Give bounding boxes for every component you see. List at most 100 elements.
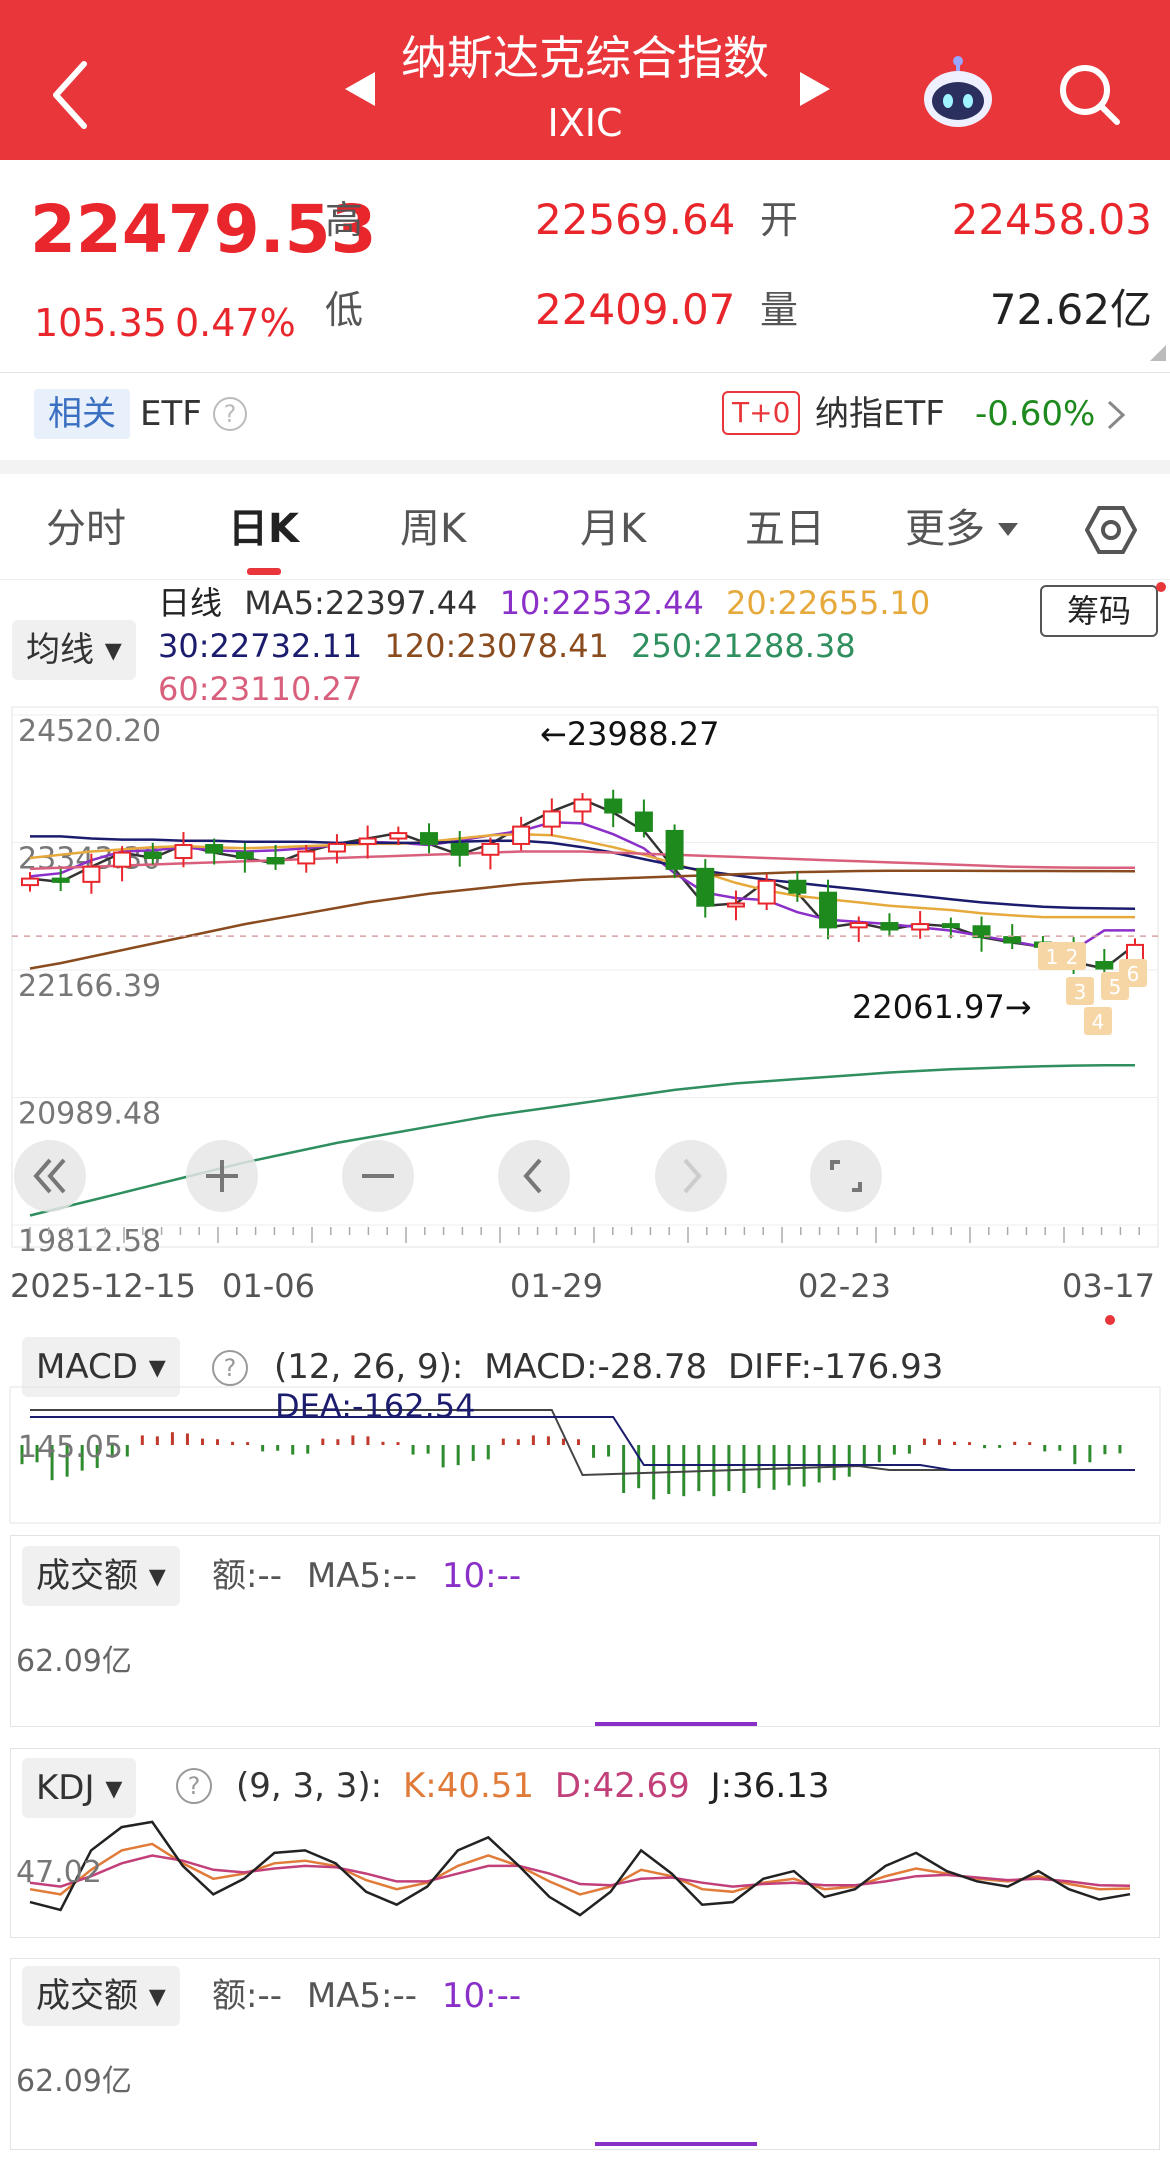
ma-line-ma5 bbox=[29, 798, 1136, 970]
zoom-in-button[interactable] bbox=[186, 1140, 258, 1212]
tab-daily-k[interactable]: 日K bbox=[228, 506, 299, 552]
ma-line-ma120 bbox=[29, 869, 1136, 970]
tab-five-day[interactable]: 五日 bbox=[745, 506, 825, 552]
candle-body bbox=[1095, 961, 1114, 970]
x-axis-label: 02-23 bbox=[798, 1267, 891, 1305]
marker-badge bbox=[1084, 1007, 1112, 1035]
kdj-line-j bbox=[29, 1820, 1131, 1917]
fullscreen-button[interactable] bbox=[810, 1140, 882, 1212]
candle-body bbox=[358, 837, 377, 845]
kdj-d: D:42.69 bbox=[554, 1766, 690, 1806]
amount-label: 额:-- bbox=[212, 1556, 282, 1596]
kdj-line-d bbox=[29, 1854, 1131, 1888]
tab-active-indicator bbox=[247, 568, 281, 575]
y-axis-label: 22166.39 bbox=[18, 969, 161, 1004]
candle-body bbox=[51, 877, 70, 883]
robot-icon[interactable] bbox=[920, 55, 996, 131]
y-axis-label: 20989.48 bbox=[18, 1097, 161, 1132]
plot-frame bbox=[11, 706, 1159, 1248]
candle-body bbox=[297, 850, 316, 865]
candle-body bbox=[481, 842, 500, 856]
search-icon[interactable] bbox=[1055, 60, 1123, 128]
period-tabs: 分时 日K 周K 月K 五日 更多 bbox=[0, 480, 1170, 580]
candle-body bbox=[972, 925, 991, 939]
next-index-icon[interactable] bbox=[800, 72, 830, 106]
high-value: 22569.64 bbox=[535, 195, 736, 244]
t0-badge: T+0 bbox=[722, 391, 801, 435]
marker-badge bbox=[1058, 942, 1086, 970]
kdj-help-icon[interactable]: ? bbox=[176, 1768, 212, 1804]
zoom-out-button[interactable] bbox=[342, 1140, 414, 1212]
prev-index-icon[interactable] bbox=[345, 72, 375, 106]
candle-body bbox=[389, 832, 408, 840]
kline-chart[interactable]: 24520.2023343.3022166.3920989.4819812.58… bbox=[0, 705, 1170, 1325]
chips-button[interactable]: 筹码 bbox=[1040, 585, 1158, 637]
tab-intraday[interactable]: 分时 bbox=[46, 506, 126, 552]
y-axis-label: 24520.20 bbox=[18, 714, 161, 749]
scroll-left-button[interactable] bbox=[498, 1140, 570, 1212]
tab-weekly-k[interactable]: 周K bbox=[400, 506, 467, 552]
ma20-value: 20:22655.10 bbox=[726, 584, 931, 622]
macd-diff: DIFF:-176.93 bbox=[727, 1347, 944, 1387]
candle-body bbox=[266, 857, 285, 865]
ma-dropdown[interactable]: 均线 ▾ bbox=[12, 620, 136, 680]
candle-body bbox=[634, 811, 653, 832]
page-subtitle: IXIC bbox=[547, 101, 623, 145]
high-label: 高 bbox=[325, 198, 364, 242]
scroll-left-fast-button[interactable] bbox=[14, 1140, 86, 1212]
candle-body bbox=[819, 891, 838, 929]
ma-title: 日线 bbox=[158, 584, 223, 622]
volume-value: 72.62亿 bbox=[989, 285, 1152, 334]
amount-ma5: MA5:-- bbox=[306, 1556, 418, 1596]
marker-label: 4 bbox=[1092, 1010, 1105, 1034]
ma30-value: 30:22732.11 bbox=[158, 627, 363, 665]
help-icon[interactable]: ? bbox=[213, 397, 247, 431]
candle-body bbox=[512, 825, 531, 845]
macd-dea: DEA:-162.54 bbox=[275, 1387, 475, 1425]
amount-ma-line-2 bbox=[595, 2142, 757, 2146]
marker-label: 3 bbox=[1074, 980, 1087, 1004]
candle-body bbox=[174, 844, 193, 860]
scroll-right-button[interactable] bbox=[655, 1140, 727, 1212]
expand-corner-icon[interactable] bbox=[1150, 345, 1166, 361]
marker-label: 1 bbox=[1046, 945, 1059, 969]
etf-label[interactable]: ETF bbox=[140, 394, 202, 434]
candle-body bbox=[542, 810, 561, 828]
low-label: 低 bbox=[325, 288, 364, 332]
kdj-y-label: 47.02 bbox=[16, 1855, 102, 1890]
ma60-value: 60:23110.27 bbox=[158, 670, 363, 708]
kdj-j: J:36.13 bbox=[710, 1766, 830, 1806]
kdj-chart: 47.02 bbox=[16, 1820, 1131, 1917]
amount-panel bbox=[10, 1535, 1160, 1727]
related-bar: 相关 ETF ? T+0 纳指ETF -0.60% bbox=[0, 375, 1170, 455]
dea-line bbox=[30, 1416, 1135, 1471]
open-value: 22458.03 bbox=[951, 195, 1152, 244]
fund-name[interactable]: 纳指ETF bbox=[815, 394, 945, 434]
settings-icon[interactable] bbox=[1085, 504, 1137, 556]
caret-down-icon bbox=[998, 523, 1018, 536]
amount-y-label: 62.09亿 bbox=[16, 1644, 132, 1679]
ma250-value: 250:21288.38 bbox=[631, 627, 856, 665]
chevron-left-icon[interactable] bbox=[50, 60, 90, 130]
amount-dropdown[interactable]: 成交额 ▾ bbox=[22, 1546, 180, 1606]
amount-panel-2 bbox=[10, 1958, 1160, 2150]
amount-ma10-2: 10:-- bbox=[441, 1976, 522, 2016]
candle-body bbox=[235, 851, 254, 860]
tab-more[interactable]: 更多 bbox=[905, 506, 985, 552]
candle-body bbox=[573, 798, 592, 813]
kdj-panel bbox=[10, 1748, 1160, 1938]
kdj-dropdown[interactable]: KDJ ▾ bbox=[22, 1758, 137, 1818]
chevron-right-icon[interactable] bbox=[1105, 399, 1127, 431]
amount-dropdown-2[interactable]: 成交额 ▾ bbox=[22, 1966, 180, 2026]
tab-monthly-k[interactable]: 月K bbox=[580, 506, 647, 552]
macd-help-icon[interactable]: ? bbox=[212, 1350, 248, 1386]
ma10-value: 10:22532.44 bbox=[499, 584, 704, 622]
amount-ma-line bbox=[595, 1722, 757, 1726]
amount-ma10: 10:-- bbox=[441, 1556, 522, 1596]
latest-dot bbox=[1105, 1315, 1115, 1325]
candle-body bbox=[143, 851, 162, 860]
marker-label: 2 bbox=[1066, 945, 1079, 969]
ma5-value: MA5:22397.44 bbox=[244, 584, 478, 622]
macd-chart: 145.05 DEA:-162.54 bbox=[9, 1386, 1161, 1524]
marker-badge bbox=[1066, 977, 1094, 1005]
